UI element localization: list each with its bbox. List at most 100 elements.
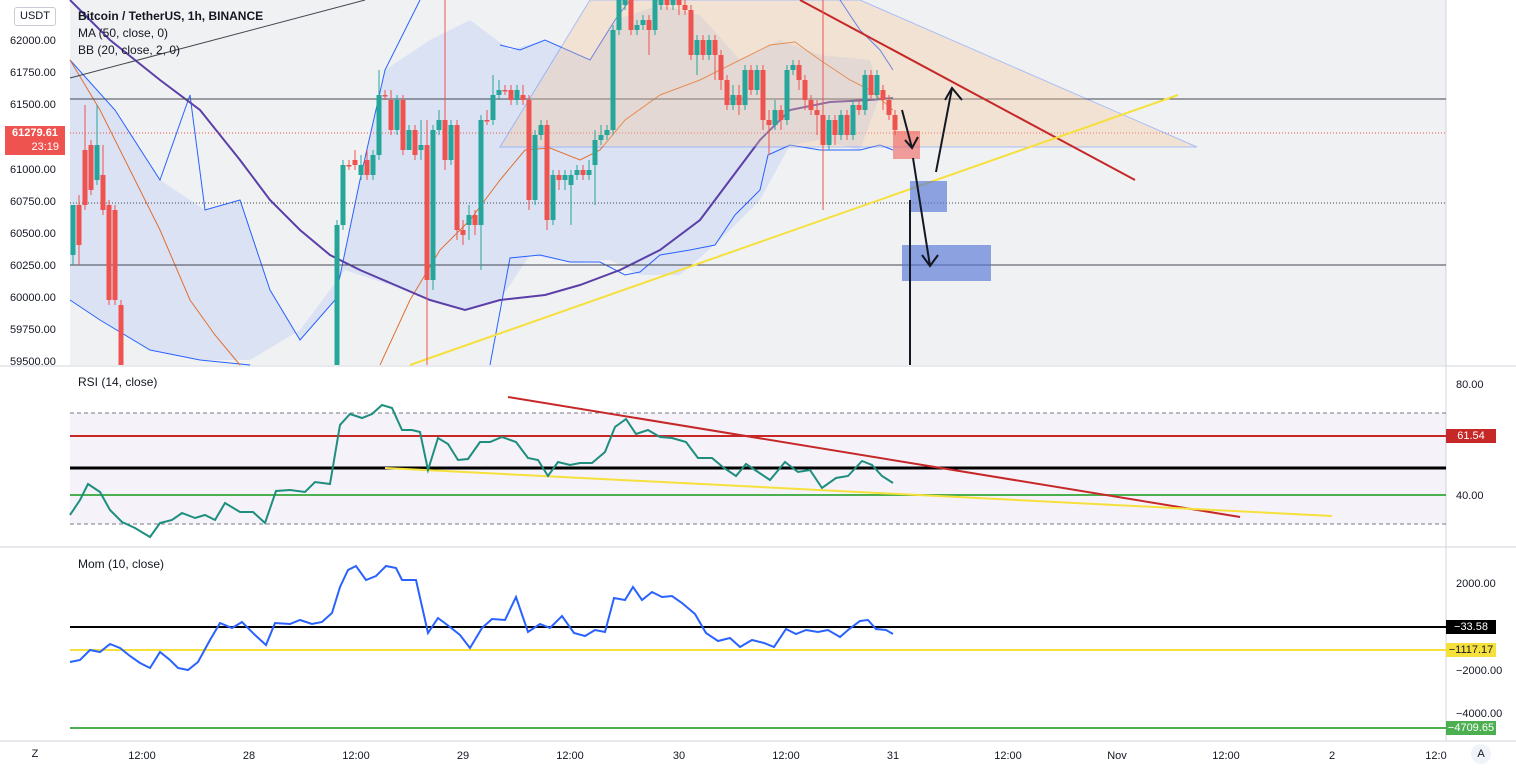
candle-body bbox=[760, 70, 766, 120]
candle-body bbox=[568, 175, 574, 185]
candle-body bbox=[862, 75, 868, 110]
price-tick-label: 60500.00 bbox=[10, 228, 56, 240]
candle-body bbox=[712, 40, 718, 55]
support-line bbox=[409, 94, 1179, 366]
time-axis-labels: 12:00 28 12:00 29 12:00 30 12:00 31 12:00 Nov 12:0… bbox=[128, 750, 1446, 762]
symbol-title[interactable]: Bitcoin / TetherUS, 1h, BINANCE bbox=[78, 9, 264, 23]
candle-body bbox=[82, 150, 88, 205]
price-tick-label: 61750.00 bbox=[10, 67, 56, 79]
candle-body bbox=[772, 110, 778, 125]
candle-body bbox=[418, 145, 424, 150]
countdown: 23:19 bbox=[31, 141, 59, 153]
mom-axis-labels: 2000.00 −2000.00 −4000.00 bbox=[1456, 578, 1502, 720]
candle-body bbox=[742, 70, 748, 105]
rsi-support bbox=[384, 467, 1333, 517]
candle-body bbox=[718, 55, 724, 80]
candle-body bbox=[376, 95, 382, 155]
time-tick-label: Nov bbox=[1107, 750, 1127, 762]
time-tick-label: 12:00 bbox=[994, 750, 1022, 762]
bb-lower-band-2 bbox=[489, 144, 894, 366]
candle-body bbox=[514, 90, 520, 100]
time-tick-label: 31 bbox=[887, 750, 899, 762]
candle-body bbox=[850, 105, 856, 135]
red-zone bbox=[893, 131, 920, 159]
ma-legend[interactable]: MA (50, close, 0) bbox=[78, 26, 169, 40]
candle-body bbox=[526, 100, 532, 200]
candle-body bbox=[682, 5, 688, 10]
candle-body bbox=[658, 0, 664, 5]
candle-body bbox=[838, 115, 844, 135]
candle-body bbox=[460, 230, 466, 235]
candle-body bbox=[802, 80, 808, 100]
candle-body bbox=[106, 205, 112, 300]
candle-body bbox=[820, 115, 826, 145]
candle-body bbox=[892, 115, 898, 130]
time-tick-label: 12:00 bbox=[556, 750, 584, 762]
time-tick-label: 12:00 bbox=[342, 750, 370, 762]
candle-body bbox=[604, 130, 610, 135]
candle-body bbox=[430, 130, 436, 280]
candle-body bbox=[436, 120, 442, 130]
mom-tick-label: 2000.00 bbox=[1456, 578, 1496, 590]
candle-body bbox=[382, 95, 388, 97]
candle-body bbox=[394, 100, 400, 130]
blue-zone-1 bbox=[910, 181, 947, 212]
price-tick-label: 59500.00 bbox=[10, 356, 56, 368]
price-axis-labels: 62000.00 61750.00 61500.00 61000.00 60750.00… bbox=[10, 35, 56, 368]
candle-body bbox=[736, 95, 742, 105]
bb-legend[interactable]: BB (20, close, 2, 0) bbox=[78, 43, 181, 57]
projection-arrows bbox=[901, 86, 963, 268]
candle-body bbox=[520, 95, 526, 100]
candle-body bbox=[826, 120, 832, 145]
candle-body bbox=[358, 165, 364, 175]
candle-body bbox=[76, 205, 82, 245]
candle-body bbox=[550, 175, 556, 220]
time-tick-label: 12:00 bbox=[128, 750, 156, 762]
candle-body bbox=[472, 215, 478, 225]
candle-body bbox=[340, 165, 346, 225]
candle-body bbox=[640, 20, 646, 25]
candle-body bbox=[814, 110, 820, 115]
candle-body bbox=[496, 90, 502, 95]
candle-body bbox=[454, 125, 460, 230]
auto-scale-button[interactable]: A bbox=[1471, 744, 1491, 764]
candle-body bbox=[502, 90, 508, 92]
candle-body bbox=[424, 145, 430, 280]
candle-body bbox=[694, 40, 700, 55]
candle-body bbox=[628, 0, 634, 30]
candle-body bbox=[676, 0, 682, 5]
candle-body bbox=[532, 135, 538, 200]
rsi-legend[interactable]: RSI (14, close) bbox=[78, 375, 158, 389]
candle-body bbox=[754, 70, 760, 90]
candle-body bbox=[346, 165, 352, 167]
candle-body bbox=[706, 40, 712, 55]
candle-body bbox=[748, 70, 754, 90]
rsi-tick-label: 40.00 bbox=[1456, 490, 1484, 502]
candle-body bbox=[508, 90, 514, 100]
candle-body bbox=[598, 135, 604, 140]
downtrend-line bbox=[799, 0, 1136, 181]
price-tick-label: 62000.00 bbox=[10, 35, 56, 47]
candle-body bbox=[700, 40, 706, 55]
rsi-downtrend bbox=[507, 396, 1241, 518]
timezone-button[interactable]: Z bbox=[31, 748, 39, 760]
candle-body bbox=[832, 120, 838, 135]
candle-body bbox=[778, 110, 784, 120]
bb-lower-band bbox=[69, 299, 251, 366]
rsi-tick-label: 80.00 bbox=[1456, 379, 1484, 391]
price-tick-label: 60750.00 bbox=[10, 196, 56, 208]
candle-body bbox=[880, 90, 886, 100]
candle-body bbox=[670, 0, 676, 5]
candle-body bbox=[724, 80, 730, 105]
candle-body bbox=[796, 65, 802, 80]
candle-body bbox=[448, 125, 454, 160]
currency-button[interactable]: USDT bbox=[14, 7, 56, 26]
price-tick-label: 61500.00 bbox=[10, 99, 56, 111]
candle-body bbox=[886, 100, 892, 115]
candle-body bbox=[730, 95, 736, 105]
candle-body bbox=[118, 305, 124, 365]
candle-body bbox=[400, 100, 406, 150]
mom-legend[interactable]: Mom (10, close) bbox=[78, 557, 165, 571]
candle-body bbox=[412, 130, 418, 155]
